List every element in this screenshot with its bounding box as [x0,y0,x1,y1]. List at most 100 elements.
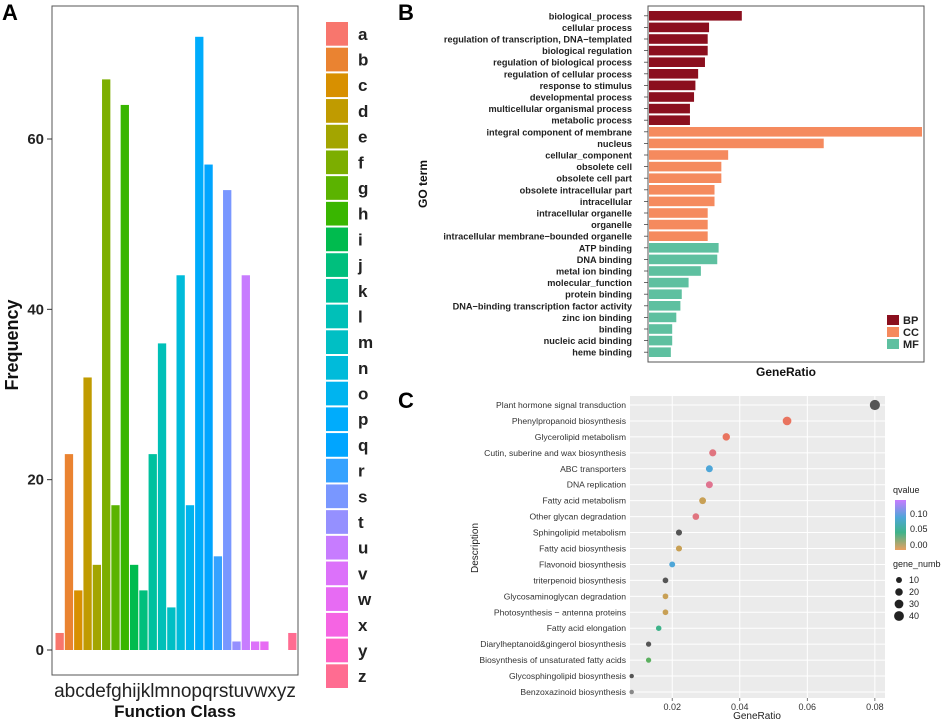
legend-label-e: e [358,128,367,147]
legend-key-cc [887,327,899,337]
gene-number-label-0: 10 [909,575,919,585]
bar-a [55,632,64,650]
dot-13 [662,609,669,616]
go-bar-0 [649,11,742,21]
go-term-label-17: intracellular organelle [537,209,632,219]
legend-key-a [326,22,348,46]
legend-key-b [326,47,348,72]
bar-w [260,641,269,650]
gene-number-label-2: 30 [909,599,919,609]
legend-label-f: f [358,153,364,172]
pathway-label-10: Flavonoid biosynthesis [539,559,626,569]
legend-key-q [326,433,348,457]
go-bar-8 [649,103,690,114]
qvalue-legend-title: qvalue [893,485,920,495]
go-bar-15 [649,185,715,195]
dot-2 [722,433,730,441]
go-term-label-19: intracellular membrane−bounded organelle [443,232,632,242]
panel-c-category-labels: Plant hormone signal transduction Phenylp… [479,400,626,697]
go-bar-4 [649,57,705,67]
legend-label-z: z [358,667,367,686]
legend-label-n: n [358,359,368,378]
go-bar-18 [649,219,708,230]
legend-label-m: m [358,333,373,352]
bar-e [92,564,102,650]
y-tick-label-20: 20 [27,472,44,489]
go-bar-2 [649,34,708,44]
go-term-label-20: ATP binding [579,243,632,253]
go-term-label-8: multicellular organismal process [489,104,632,114]
go-bar-27 [649,324,673,334]
bar-t [232,641,241,650]
panel-a-bars [55,36,297,651]
pathway-label-2: Glycerolipid metabolism [535,432,626,442]
y-tick-label-40: 40 [27,301,44,318]
go-term-label-9: metabolic process [551,116,632,126]
pathway-label-16: Biosynthesis of unsaturated fatty acids [479,655,626,665]
dot-7 [692,513,700,520]
dot-12 [662,593,669,600]
legend-label-j: j [357,256,363,275]
pathway-label-13: Photosynthesis − antenna proteins [494,607,626,617]
panel-c-chart: Plant hormone signal transduction Phenylp… [470,396,941,722]
legend-key-u [326,535,348,560]
pathway-label-11: triterpenoid biosynthesis [533,575,626,585]
legend-label-cc: CC [903,327,919,339]
go-term-label-27: binding [599,325,632,335]
dot-10 [669,561,676,568]
go-bar-3 [649,45,708,56]
dot-8 [675,529,683,536]
legend-key-z [326,664,348,688]
go-term-label-26: zinc ion binding [562,313,632,323]
gene-number-label-3: 40 [909,611,919,621]
go-bar-12 [649,150,729,160]
go-bar-9 [649,115,690,125]
go-bar-16 [649,196,715,207]
panel-a-x-axis-title: Function Class [114,702,236,721]
dot-6 [699,497,707,505]
go-bar-21 [649,254,718,265]
go-term-label-13: obsolete cell [576,162,632,172]
legend-key-i [326,227,348,252]
legend-label-bp: BP [903,315,918,327]
go-term-label-6: response to stimulus [540,81,632,91]
panel-a-x-tick-labels: abcdefghijklmnopqrstuvwxyz [54,681,296,702]
legend-key-w [326,587,348,611]
panel-label-b: B [398,0,414,25]
legend-key-m [326,330,348,354]
go-term-label-18: organelle [591,220,632,230]
go-term-label-15: obsolete intracellular part [520,185,632,195]
gene-number-key-0 [896,577,902,583]
legend-key-c [326,73,348,98]
c-xtick-label-3: 0.08 [866,702,884,712]
legend-label-g: g [358,179,368,198]
go-term-label-24: protein binding [565,290,632,300]
go-term-label-3: biological regulation [542,46,632,56]
legend-key-g [326,176,348,200]
pathway-label-7: Other glycan degradation [529,512,626,522]
legend-label-l: l [358,307,363,326]
legend-key-j [326,253,348,277]
go-term-label-21: DNA binding [577,255,632,265]
bar-g [111,505,120,650]
dot-3 [709,449,717,457]
bar-q [204,164,213,651]
legend-key-p [326,407,348,432]
legend-label-y: y [358,641,368,660]
panel-label-a: A [2,0,18,25]
bar-b [64,454,74,650]
dot-15 [645,641,652,647]
go-term-label-23: molecular_function [547,278,632,288]
go-bar-26 [649,312,677,323]
legend-key-t [326,510,348,534]
go-term-label-0: biological_process [549,11,632,21]
go-term-label-28: nucleic acid binding [544,336,632,346]
go-term-label-5: regulation of cellular process [504,69,632,79]
bar-c [74,590,83,650]
dot-1 [782,416,792,426]
go-bar-14 [649,173,722,183]
go-bar-6 [649,80,696,91]
panel-c-gridlines [630,396,885,698]
bar-r [213,556,223,650]
